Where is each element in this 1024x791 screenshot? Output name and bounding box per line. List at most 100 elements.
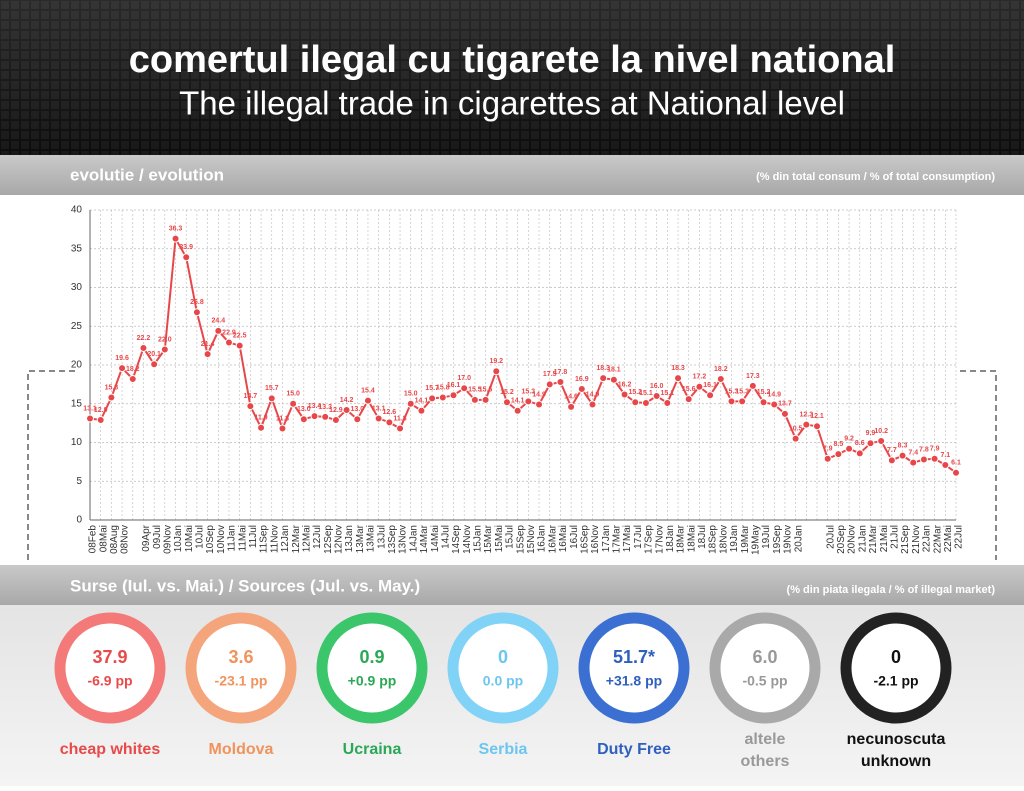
- y-tick-label: 15: [71, 398, 83, 409]
- data-label: 15.0: [286, 391, 300, 398]
- point: [631, 398, 640, 407]
- point: [246, 402, 255, 411]
- x-tick-label: 20Jan: [793, 525, 804, 552]
- point: [919, 455, 928, 464]
- x-tick-label: 14Sep: [451, 525, 462, 554]
- data-label: 26.8: [190, 299, 204, 306]
- point: [428, 394, 437, 403]
- data-label: 7.1: [940, 452, 950, 459]
- source-name: Serbia: [479, 741, 528, 758]
- source-value: 37.9: [92, 647, 127, 667]
- x-tick-label: 15Mar: [483, 524, 494, 553]
- data-label: 11.8: [393, 415, 406, 422]
- chart: 0 5 10 15 20 25 30 35 40 08Feb 08Mai 08Aug 08Nov 09Ap…: [71, 205, 965, 555]
- data-label: 11.9: [254, 415, 267, 422]
- x-tick-label: 17Jan: [601, 525, 612, 552]
- data-label: 15.1: [639, 390, 653, 397]
- y-tick-label: 35: [71, 243, 83, 254]
- x-tick-label: 11Mai: [237, 525, 248, 552]
- subtitle: The illegal trade in cigarettes at Natio…: [179, 85, 845, 122]
- x-tick-label: 08Mai: [98, 525, 109, 552]
- point: [599, 374, 608, 383]
- x-tick-label: 15Sep: [515, 525, 526, 554]
- data-label: 12.3: [800, 412, 814, 419]
- header-pattern: [0, 0, 1024, 155]
- data-label: 15.2: [628, 389, 642, 396]
- data-label: 18.1: [607, 367, 621, 374]
- data-label: 17.5: [543, 371, 557, 378]
- x-tick-label: 15Jul: [505, 525, 516, 549]
- point: [331, 416, 340, 425]
- x-tick-label: 18Mai: [686, 525, 697, 552]
- point: [492, 367, 501, 376]
- y-tick-label: 20: [71, 360, 83, 371]
- point: [192, 308, 201, 317]
- x-tick-label: 10Mai: [184, 525, 195, 552]
- data-label: 15.7: [425, 385, 439, 392]
- point: [909, 458, 918, 467]
- point: [417, 406, 426, 415]
- data-label: 7.4: [908, 449, 918, 456]
- source-value: 0: [891, 647, 901, 667]
- x-tick-label: 16Sep: [579, 525, 590, 554]
- data-label: 15.3: [725, 388, 739, 395]
- data-label: 9.9: [866, 430, 876, 437]
- x-tick-label: 21Jan: [857, 525, 868, 552]
- x-tick-label: 22Mai: [943, 525, 954, 552]
- title: comertul ilegal cu tigarete la nivel nat…: [129, 39, 896, 81]
- data-label: 7.9: [930, 446, 940, 453]
- x-tick-label: 17Mai: [622, 525, 633, 552]
- point: [845, 444, 854, 453]
- data-label: 19.6: [115, 355, 129, 362]
- x-tick-label: 21Mar: [868, 524, 879, 553]
- source-change: 0.0 pp: [483, 673, 523, 689]
- source-value: 0.9: [359, 647, 384, 667]
- ring: [316, 612, 428, 724]
- section-title: Surse (Iul. vs. Mai.) / Sources (Jul. vs…: [70, 576, 420, 595]
- x-tick-label: 18Jul: [697, 525, 708, 549]
- point: [887, 456, 896, 465]
- x-tick-label: 22Jul: [954, 525, 965, 549]
- point: [385, 418, 394, 427]
- data-label: 22.5: [233, 332, 247, 339]
- x-tick-label: 19Nov: [783, 525, 794, 554]
- point: [449, 391, 458, 400]
- point: [310, 412, 319, 421]
- source-name: unknown: [861, 753, 931, 770]
- point: [941, 460, 950, 469]
- data-label: 10.5: [789, 425, 803, 432]
- data-label: 13.0: [297, 406, 311, 413]
- source-change: +0.9 pp: [348, 673, 397, 689]
- point: [363, 396, 372, 405]
- source-name: altele: [745, 731, 786, 748]
- point: [150, 360, 159, 369]
- x-tick-label: 14Jul: [440, 525, 451, 549]
- y-tick-label: 40: [71, 205, 83, 216]
- point: [866, 439, 875, 448]
- point: [727, 397, 736, 406]
- chart-bg: [0, 195, 1024, 565]
- data-label: 15.1: [661, 390, 675, 397]
- data-label: 18.3: [671, 365, 685, 372]
- ring: [185, 612, 297, 724]
- x-tick-label: 20Nov: [847, 525, 858, 554]
- x-tick-label: 22Jan: [922, 525, 933, 552]
- point: [396, 424, 405, 433]
- source-name: cheap whites: [60, 741, 161, 758]
- x-tick-label: 14Nov: [462, 525, 473, 554]
- point: [128, 374, 137, 383]
- ring: [54, 612, 166, 724]
- data-label: 16.0: [650, 383, 664, 390]
- data-label: 13.3: [318, 404, 332, 411]
- x-tick-label: 17Nov: [654, 525, 665, 554]
- x-tick-label: 09Apr: [141, 524, 152, 551]
- x-tick-label: 11Sep: [259, 525, 270, 554]
- x-tick-label: 10Nov: [216, 525, 227, 554]
- sources: 37.9 -6.9 pp cheap whites 3.6 -23.1 pp Moldov…: [54, 612, 952, 770]
- data-label: 15.3: [522, 388, 536, 395]
- x-tick-label: 17Sep: [644, 525, 655, 554]
- data-label: 8.6: [855, 440, 865, 447]
- data-label: 11.8: [276, 415, 289, 422]
- line: [89, 235, 957, 474]
